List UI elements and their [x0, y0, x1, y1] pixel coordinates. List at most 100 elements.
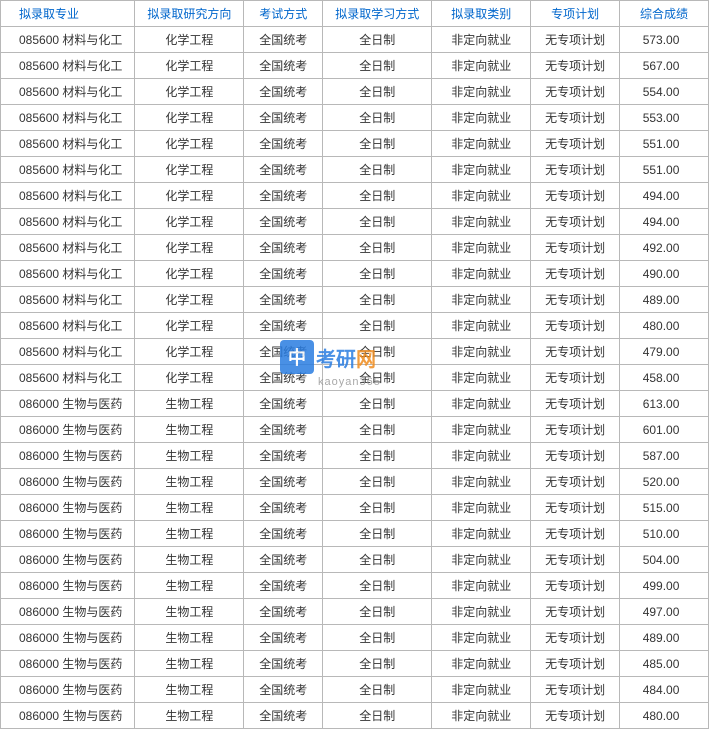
table-cell: 非定向就业: [432, 313, 531, 339]
table-cell: 085600 材料与化工: [1, 131, 135, 157]
table-cell: 全国统考: [244, 599, 323, 625]
col-header-exam: 考试方式: [244, 1, 323, 27]
table-cell: 全国统考: [244, 521, 323, 547]
table-cell: 085600 材料与化工: [1, 105, 135, 131]
table-cell: 510.00: [620, 521, 709, 547]
table-header-row: 拟录取专业 拟录取研究方向 考试方式 拟录取学习方式 拟录取类别 专项计划 综合…: [1, 1, 709, 27]
table-cell: 全日制: [323, 469, 432, 495]
table-cell: 非定向就业: [432, 417, 531, 443]
table-cell: 全国统考: [244, 365, 323, 391]
table-row: 085600 材料与化工化学工程全国统考全日制非定向就业无专项计划492.00: [1, 235, 709, 261]
table-cell: 520.00: [620, 469, 709, 495]
table-cell: 非定向就业: [432, 79, 531, 105]
table-cell: 无专项计划: [531, 391, 620, 417]
table-row: 086000 生物与医药生物工程全国统考全日制非定向就业无专项计划601.00: [1, 417, 709, 443]
table-cell: 085600 材料与化工: [1, 53, 135, 79]
table-cell: 化学工程: [135, 339, 244, 365]
table-cell: 全国统考: [244, 105, 323, 131]
table-row: 085600 材料与化工化学工程全国统考全日制非定向就业无专项计划573.00: [1, 27, 709, 53]
table-cell: 无专项计划: [531, 261, 620, 287]
table-cell: 086000 生物与医药: [1, 443, 135, 469]
table-cell: 无专项计划: [531, 105, 620, 131]
table-cell: 全国统考: [244, 261, 323, 287]
table-cell: 458.00: [620, 365, 709, 391]
table-row: 086000 生物与医药生物工程全国统考全日制非定向就业无专项计划480.00: [1, 703, 709, 729]
table-cell: 085600 材料与化工: [1, 157, 135, 183]
table-cell: 全日制: [323, 417, 432, 443]
table-cell: 无专项计划: [531, 209, 620, 235]
table-cell: 无专项计划: [531, 703, 620, 729]
table-cell: 全国统考: [244, 677, 323, 703]
table-cell: 非定向就业: [432, 391, 531, 417]
table-row: 085600 材料与化工化学工程全国统考全日制非定向就业无专项计划553.00: [1, 105, 709, 131]
table-cell: 非定向就业: [432, 131, 531, 157]
table-cell: 573.00: [620, 27, 709, 53]
table-cell: 085600 材料与化工: [1, 287, 135, 313]
table-cell: 086000 生物与医药: [1, 469, 135, 495]
table-row: 086000 生物与医药生物工程全国统考全日制非定向就业无专项计划489.00: [1, 625, 709, 651]
col-header-plan: 专项计划: [531, 1, 620, 27]
table-cell: 全国统考: [244, 183, 323, 209]
table-cell: 非定向就业: [432, 183, 531, 209]
table-cell: 生物工程: [135, 599, 244, 625]
table-cell: 非定向就业: [432, 651, 531, 677]
table-cell: 无专项计划: [531, 573, 620, 599]
table-row: 085600 材料与化工化学工程全国统考全日制非定向就业无专项计划458.00: [1, 365, 709, 391]
table-cell: 全国统考: [244, 79, 323, 105]
table-cell: 499.00: [620, 573, 709, 599]
table-cell: 全日制: [323, 157, 432, 183]
table-cell: 全国统考: [244, 235, 323, 261]
table-cell: 生物工程: [135, 573, 244, 599]
table-cell: 551.00: [620, 131, 709, 157]
table-cell: 无专项计划: [531, 339, 620, 365]
table-cell: 非定向就业: [432, 209, 531, 235]
table-cell: 全国统考: [244, 651, 323, 677]
table-cell: 全日制: [323, 625, 432, 651]
table-row: 086000 生物与医药生物工程全国统考全日制非定向就业无专项计划485.00: [1, 651, 709, 677]
table-cell: 086000 生物与医药: [1, 703, 135, 729]
admission-table: 拟录取专业 拟录取研究方向 考试方式 拟录取学习方式 拟录取类别 专项计划 综合…: [0, 0, 709, 729]
table-cell: 生物工程: [135, 391, 244, 417]
table-cell: 全国统考: [244, 131, 323, 157]
table-cell: 化学工程: [135, 105, 244, 131]
table-cell: 化学工程: [135, 27, 244, 53]
table-cell: 化学工程: [135, 131, 244, 157]
table-cell: 化学工程: [135, 235, 244, 261]
table-row: 086000 生物与医药生物工程全国统考全日制非定向就业无专项计划504.00: [1, 547, 709, 573]
table-cell: 489.00: [620, 287, 709, 313]
col-header-type: 拟录取类别: [432, 1, 531, 27]
table-cell: 086000 生物与医药: [1, 625, 135, 651]
table-cell: 非定向就业: [432, 599, 531, 625]
table-cell: 494.00: [620, 209, 709, 235]
table-cell: 全日制: [323, 183, 432, 209]
table-row: 085600 材料与化工化学工程全国统考全日制非定向就业无专项计划480.00: [1, 313, 709, 339]
table-cell: 479.00: [620, 339, 709, 365]
table-cell: 085600 材料与化工: [1, 235, 135, 261]
col-header-major: 拟录取专业: [1, 1, 135, 27]
table-cell: 非定向就业: [432, 625, 531, 651]
table-cell: 全国统考: [244, 287, 323, 313]
col-header-study: 拟录取学习方式: [323, 1, 432, 27]
table-cell: 全国统考: [244, 53, 323, 79]
table-cell: 全日制: [323, 521, 432, 547]
table-cell: 086000 生物与医药: [1, 599, 135, 625]
table-cell: 086000 生物与医药: [1, 391, 135, 417]
table-row: 085600 材料与化工化学工程全国统考全日制非定向就业无专项计划554.00: [1, 79, 709, 105]
table-cell: 无专项计划: [531, 495, 620, 521]
table-cell: 化学工程: [135, 157, 244, 183]
table-cell: 085600 材料与化工: [1, 339, 135, 365]
table-cell: 化学工程: [135, 313, 244, 339]
table-cell: 494.00: [620, 183, 709, 209]
table-cell: 全国统考: [244, 157, 323, 183]
table-cell: 非定向就业: [432, 365, 531, 391]
table-row: 085600 材料与化工化学工程全国统考全日制非定向就业无专项计划494.00: [1, 209, 709, 235]
table-cell: 全国统考: [244, 703, 323, 729]
table-cell: 086000 生物与医药: [1, 573, 135, 599]
table-cell: 无专项计划: [531, 183, 620, 209]
table-row: 086000 生物与医药生物工程全国统考全日制非定向就业无专项计划520.00: [1, 469, 709, 495]
table-cell: 无专项计划: [531, 547, 620, 573]
table-body: 085600 材料与化工化学工程全国统考全日制非定向就业无专项计划573.000…: [1, 27, 709, 729]
table-cell: 无专项计划: [531, 651, 620, 677]
table-cell: 全日制: [323, 131, 432, 157]
table-cell: 无专项计划: [531, 157, 620, 183]
